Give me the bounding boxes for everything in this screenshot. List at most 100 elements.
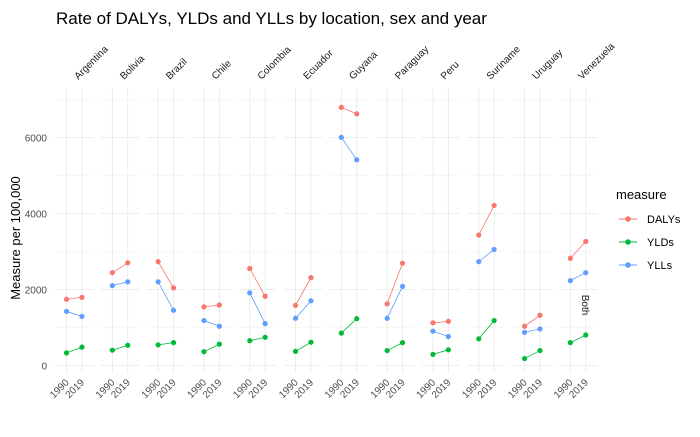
data-point xyxy=(79,294,85,300)
data-point xyxy=(155,259,161,265)
series-line xyxy=(157,281,174,311)
data-point xyxy=(292,315,299,321)
facet-label: Paraguay xyxy=(393,44,431,82)
y-tick-label: 0 xyxy=(41,361,47,372)
data-point xyxy=(567,340,573,346)
series-line xyxy=(112,262,128,274)
series-line xyxy=(386,263,403,304)
series-line xyxy=(341,107,357,115)
data-point xyxy=(476,232,482,238)
data-point xyxy=(109,270,115,276)
data-point xyxy=(430,351,436,357)
y-tick-label: 6000 xyxy=(25,133,48,144)
data-point xyxy=(430,328,436,334)
data-point xyxy=(384,301,390,307)
data-point xyxy=(247,290,253,296)
series-line xyxy=(66,311,83,317)
series-line xyxy=(295,341,312,352)
facet-label: Suriname xyxy=(485,44,523,82)
legend-label: DALYs xyxy=(647,214,681,226)
data-point xyxy=(216,302,222,308)
y-axis: 0 2000 4000 6000 xyxy=(25,133,48,372)
series-line xyxy=(112,344,128,351)
data-point xyxy=(79,344,85,350)
data-point xyxy=(262,334,268,340)
data-point xyxy=(170,307,177,313)
facet-label: Colombia xyxy=(256,44,294,82)
series-line xyxy=(432,349,449,355)
data-point xyxy=(63,350,70,356)
data-point xyxy=(125,342,131,348)
y-axis-label: Measure per 100,000 xyxy=(8,176,23,300)
series-line xyxy=(341,137,358,161)
data-point xyxy=(308,275,314,281)
data-point xyxy=(445,333,451,340)
data-point xyxy=(292,302,299,308)
data-point xyxy=(583,332,589,338)
data-point xyxy=(354,111,360,117)
data-point xyxy=(170,340,177,346)
series-line xyxy=(478,205,495,236)
data-point xyxy=(445,318,451,324)
data-point xyxy=(201,317,207,324)
data-point xyxy=(109,347,115,353)
legend-title: measure xyxy=(616,187,667,202)
data-point xyxy=(155,342,161,348)
data-point xyxy=(247,338,253,344)
series-line xyxy=(524,314,541,327)
series-line xyxy=(295,300,312,319)
facet-label: Brazil xyxy=(164,57,189,82)
data-point xyxy=(155,279,161,285)
data-point xyxy=(399,260,406,266)
data-point xyxy=(247,265,253,272)
series-line xyxy=(249,292,266,324)
data-point xyxy=(292,348,299,354)
data-point xyxy=(399,340,406,346)
data-point xyxy=(583,238,589,245)
legend-label: YLDs xyxy=(647,237,674,249)
series-line xyxy=(341,318,358,334)
facet-label: Bolivia xyxy=(118,53,147,82)
data-point xyxy=(384,347,390,354)
facet-panels: Argentina19902019Bolivia19902019Brazil19… xyxy=(48,41,617,401)
series-line xyxy=(570,272,586,282)
data-point xyxy=(537,326,543,332)
series-line xyxy=(478,249,495,262)
facet-label: Venezuela xyxy=(576,41,617,82)
series-line xyxy=(203,320,220,327)
facet-label: Peru xyxy=(439,59,462,82)
chart-title: Rate of DALYs, YLDs and YLLs by location… xyxy=(56,9,487,28)
data-point xyxy=(109,283,115,289)
y-tick-label: 4000 xyxy=(25,209,48,220)
data-point xyxy=(567,255,573,261)
data-point xyxy=(491,317,497,324)
data-point xyxy=(308,298,314,304)
data-point xyxy=(216,323,222,329)
data-point xyxy=(125,279,131,285)
data-point xyxy=(125,260,131,266)
data-point xyxy=(63,308,70,315)
data-point xyxy=(79,313,85,319)
data-point xyxy=(216,341,222,347)
legend-key-point xyxy=(625,216,631,222)
data-point xyxy=(491,246,497,253)
data-point xyxy=(430,320,436,326)
data-point xyxy=(308,339,314,345)
facet-label: Guyana xyxy=(347,49,380,82)
data-point xyxy=(399,283,406,289)
series-line xyxy=(112,281,128,286)
series-line xyxy=(66,346,83,354)
series-line xyxy=(295,277,312,306)
series-line xyxy=(157,261,174,289)
y-tick-label: 2000 xyxy=(25,285,48,296)
series-line xyxy=(570,241,587,259)
